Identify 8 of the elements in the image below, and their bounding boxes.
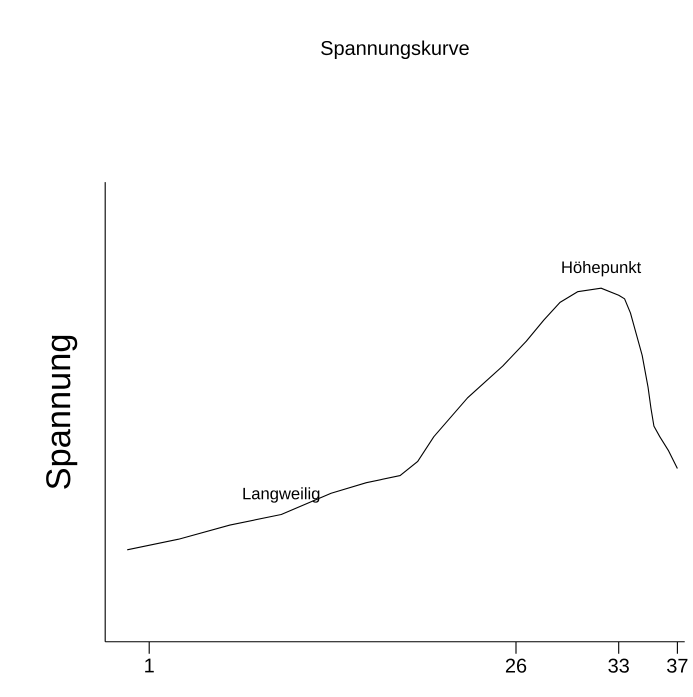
chart-title: Spannungskurve xyxy=(321,40,469,60)
annotation: Höhepunkt xyxy=(562,260,642,276)
x-tick-label: 1 xyxy=(145,658,154,672)
x-tick-label: 33 xyxy=(608,658,629,673)
x-tick-label: 37 xyxy=(667,658,688,673)
y-axis-title: Spannung xyxy=(46,336,78,489)
x-tick-label: 26 xyxy=(506,658,526,673)
annotation: Langweilig xyxy=(243,487,320,503)
